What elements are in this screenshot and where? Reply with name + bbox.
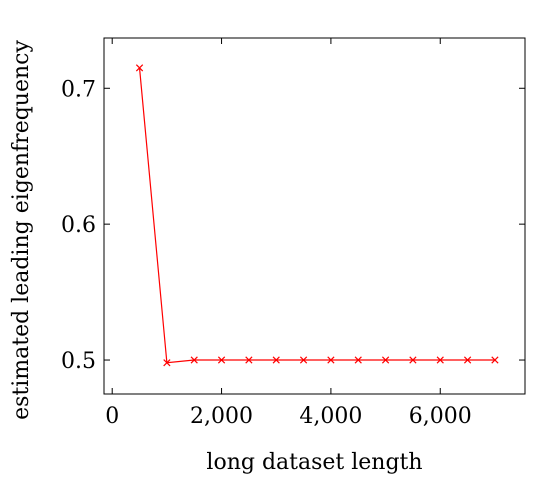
x-tick-label: 4,000 [299, 404, 362, 429]
data-point-marker [135, 64, 144, 72]
data-point-marker [217, 356, 226, 364]
x-axis-ticks: 0 2,000 4,000 6,000 [105, 38, 472, 429]
data-point-marker [190, 356, 198, 364]
data-point-marker [327, 356, 335, 364]
data-point-marker [463, 356, 472, 364]
plot-area: 0 2,000 4,000 6,000 0.5 0.6 0.7 [61, 37, 526, 429]
x-tick-label: 2,000 [190, 404, 253, 429]
y-axis-label: estimated leading eigenfrequency [9, 40, 34, 420]
series-line [138, 67, 495, 364]
y-tick-label: 0.6 [61, 213, 96, 238]
data-point-marker [272, 356, 280, 364]
data-point-marker [163, 359, 171, 367]
series-layer [135, 64, 499, 367]
data-point-marker [354, 356, 362, 364]
data-point-marker [381, 356, 390, 364]
x-axis-label: long dataset length [206, 450, 422, 475]
x-tick-label: 0 [105, 404, 119, 429]
y-tick-label: 0.5 [61, 349, 96, 374]
data-point-marker [299, 356, 308, 364]
x-tick-label: 6,000 [409, 404, 472, 429]
data-point-marker [491, 356, 499, 364]
data-point-marker [245, 356, 253, 364]
data-point-marker [436, 356, 444, 364]
data-point-marker [409, 356, 417, 364]
plot-frame [103, 37, 526, 395]
y-tick-label: 0.7 [61, 77, 96, 102]
y-axis-ticks: 0.5 0.6 0.7 [61, 77, 525, 374]
